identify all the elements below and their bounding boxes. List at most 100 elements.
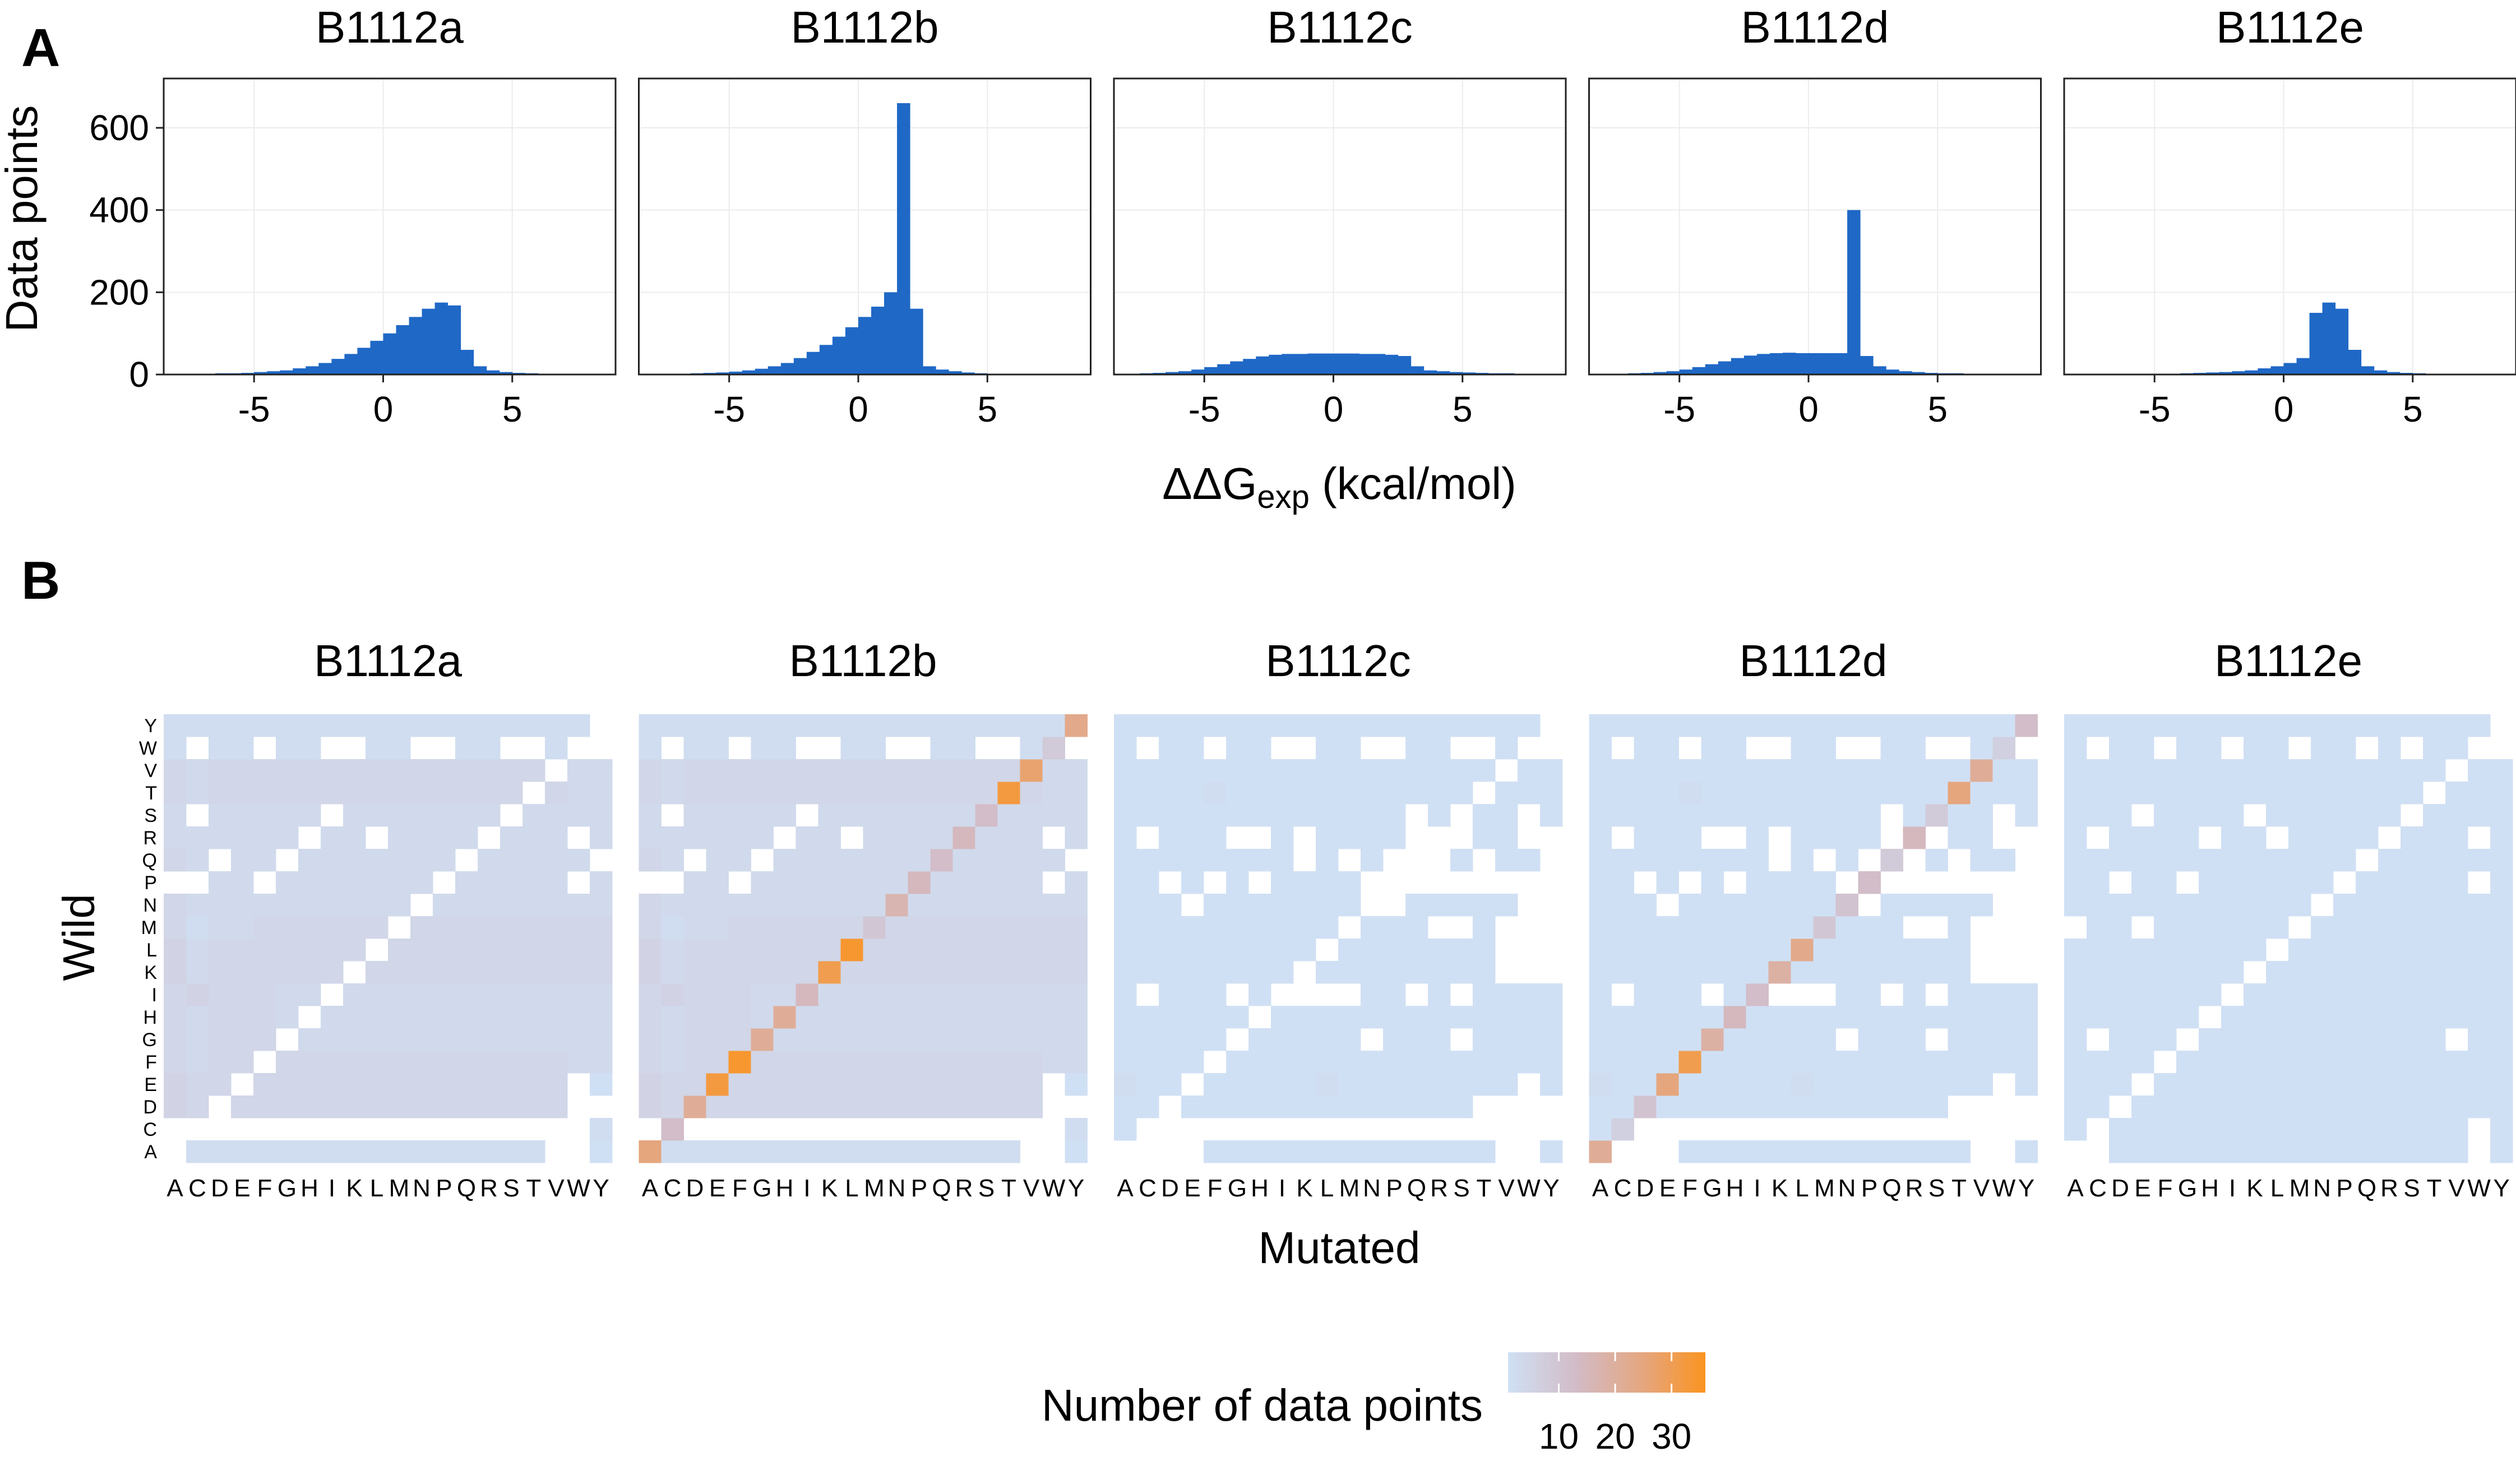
heatmap-cell — [410, 1095, 433, 1118]
heatmap-cell — [1656, 737, 1679, 760]
heatmap-cell — [2311, 1118, 2334, 1141]
heatmap-cell — [2176, 1073, 2199, 1096]
heatmap-cell — [1813, 1051, 1836, 1074]
heatmap-cell — [186, 939, 209, 961]
heatmap-cell — [1248, 1073, 1271, 1096]
heatmap-cell — [1948, 826, 1971, 849]
heatmap-cell — [2199, 849, 2222, 872]
heatmap-cell — [388, 1073, 411, 1096]
heatmap-cell — [2015, 1028, 2038, 1051]
heatmap-cell — [231, 849, 254, 872]
histogram-bar — [254, 372, 267, 375]
histogram-bar — [1191, 369, 1205, 375]
heatmap-cell — [1925, 1051, 1948, 1074]
heatmap-cell — [1042, 714, 1065, 737]
histogram-bar — [2232, 371, 2245, 375]
heatmap-cell — [1114, 714, 1137, 737]
heatmap-cell — [2423, 1028, 2446, 1051]
heatmap-cell — [840, 804, 863, 827]
heatmap-cell — [455, 1073, 478, 1096]
heatmap-cell — [2378, 1006, 2401, 1029]
histogram-b1112d: B1112d-5 0 5 — [1588, 2, 2042, 429]
heatmap-cell — [773, 894, 796, 917]
heatmap-cell — [2087, 759, 2110, 782]
heatmap-cell — [1903, 961, 1926, 984]
heatmap-cell — [1880, 894, 1903, 917]
heatmap-cell — [795, 939, 818, 961]
heatmap-cell — [1338, 939, 1361, 961]
heatmap-cell — [590, 871, 613, 894]
heatmap-cell — [455, 737, 478, 760]
heatmap-cell — [2154, 894, 2177, 917]
heatmap-cell — [2401, 849, 2423, 872]
heatmap-cell — [2221, 826, 2244, 849]
heatmap-cell — [1723, 714, 1746, 737]
histogram-bar — [2386, 372, 2401, 375]
heatmap-cell — [1835, 714, 1858, 737]
histogram-bar — [1860, 356, 1874, 375]
x-category-label: H — [2201, 1175, 2219, 1202]
heatmap-cell — [1428, 1140, 1451, 1163]
histogram-bar — [2258, 368, 2271, 375]
histogram-b1112b: B1112b-5 0 5 — [638, 2, 1092, 429]
heatmap-cell — [2356, 1073, 2379, 1096]
heatmap-cell — [298, 737, 321, 760]
heatmap-cell — [795, 782, 818, 805]
heatmap-cell — [433, 1006, 456, 1029]
heatmap-cell — [410, 916, 433, 939]
heatmap-cell — [863, 961, 886, 984]
heatmap-cell — [1880, 737, 1903, 760]
heatmap-cell — [343, 983, 366, 1006]
heatmap-cell — [1450, 714, 1473, 737]
heatmap-cell — [1835, 1095, 1858, 1118]
heatmap-cell — [639, 939, 662, 961]
heatmap-cell — [1948, 916, 1971, 939]
heatmap-cell — [2288, 849, 2311, 872]
heatmap-cell — [1518, 1051, 1541, 1074]
heatmap-cell — [1701, 1095, 1724, 1118]
heatmap-cell — [885, 961, 908, 984]
panel-title: B1112c — [1267, 2, 1412, 52]
heatmap-cell — [1065, 983, 1088, 1006]
heatmap-cell — [2445, 939, 2468, 961]
heatmap-cell — [433, 939, 456, 961]
heatmap-cell — [276, 714, 299, 737]
heatmap-cell — [1042, 983, 1065, 1006]
heatmap-cell — [321, 1051, 344, 1074]
heatmap-cell — [1791, 871, 1814, 894]
heatmap-cell — [2333, 939, 2356, 961]
heatmap-cell — [2333, 759, 2356, 782]
heatmap-cell — [388, 871, 411, 894]
heatmap-cell — [1065, 714, 1088, 737]
x-category-label: P — [1861, 1175, 1877, 1202]
heatmap-cell — [321, 1006, 344, 1029]
heatmap-cell — [410, 983, 433, 1006]
heatmap-cell — [1611, 782, 1634, 805]
heatmap-cell — [2087, 804, 2110, 827]
heatmap-cell — [1634, 759, 1657, 782]
heatmap-cell — [433, 804, 456, 827]
heatmap-cell — [1495, 804, 1518, 827]
heatmap-cell — [818, 1073, 841, 1096]
heatmap-cell — [2288, 894, 2311, 917]
x-category-label: C — [664, 1175, 682, 1202]
heatmap-cell — [321, 939, 344, 961]
histogram-bar — [936, 369, 949, 375]
heatmap-cell — [1473, 1028, 1496, 1051]
heatmap-cell — [186, 894, 209, 917]
heatmap-cell — [975, 1028, 998, 1051]
heatmap-cell — [1338, 961, 1361, 984]
heatmap-cell — [1813, 1073, 1836, 1096]
heatmap-cell — [1634, 737, 1657, 760]
heatmap-cell — [1880, 939, 1903, 961]
heatmap-cell — [1813, 939, 1836, 961]
heatmap-cell — [661, 1051, 684, 1074]
x-category-label: H — [776, 1175, 794, 1202]
histogram-bar — [280, 370, 293, 375]
heatmap-cell — [455, 1006, 478, 1029]
heatmap-cell — [209, 826, 232, 849]
heatmap-cell — [2311, 714, 2334, 737]
heatmap-cell — [1473, 983, 1496, 1006]
heatmap-cell — [1634, 916, 1657, 939]
heatmap-cell — [2378, 1095, 2401, 1118]
